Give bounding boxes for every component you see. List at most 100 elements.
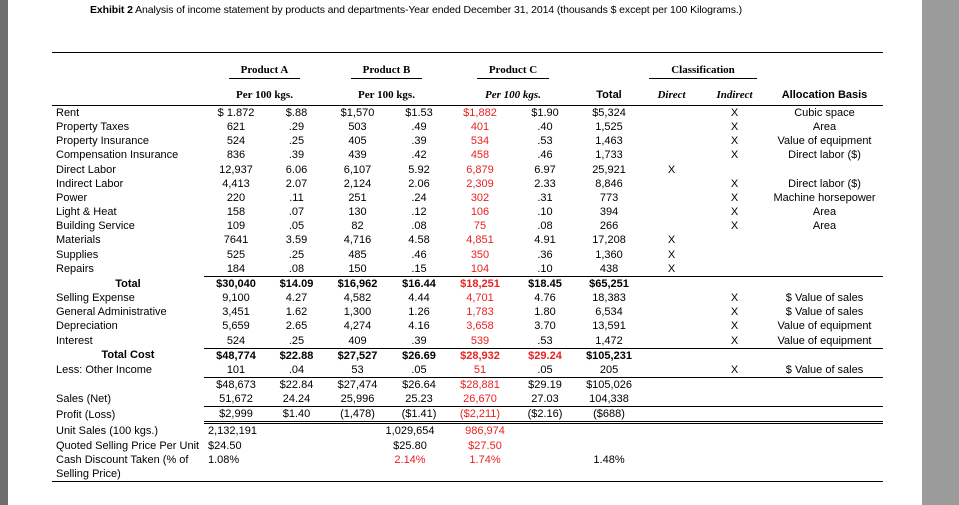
header-product-a: Product A [204, 53, 325, 81]
indirect-cell: X [730, 220, 739, 233]
product-a-label: Product A [228, 63, 301, 79]
indirect-cell [703, 347, 767, 363]
product-a-per-100: $22.84 [268, 376, 325, 393]
header-row-units: Per 100 kgs. Per 100 kgs. Per 100 kgs. T… [52, 80, 884, 106]
allocation-basis-cell: Area [812, 121, 837, 134]
allocation-basis-cell [766, 406, 884, 425]
product-b-per-100: 2.06 [408, 177, 430, 190]
product-b-per-100: .46 [411, 248, 427, 261]
total-value: 394 [599, 206, 619, 219]
indirect-cell [703, 453, 766, 467]
product-a-value: 109 [226, 220, 246, 233]
product-a-value: 4,413 [222, 177, 250, 190]
row-label: Building Service [56, 220, 135, 233]
total-value [578, 423, 640, 439]
row-label: Total Cost [101, 349, 155, 362]
allocation-basis-cell [766, 392, 883, 407]
product-a-per-100: .11 [289, 191, 304, 204]
direct-cell: X [667, 248, 676, 261]
product-c-per-100: 6.97 [534, 163, 556, 176]
allocation-basis-cell: $ Value of sales [785, 292, 864, 305]
product-b-per-100: .39 [411, 334, 427, 347]
per-100-kgs-c: Per 100 kgs. [448, 80, 579, 106]
total-value: 17,208 [592, 234, 626, 247]
total-value: 104,338 [589, 393, 629, 406]
product-c-per-100: $1.90 [531, 107, 559, 119]
per-100-kgs-a: Per 100 kgs. [204, 80, 325, 106]
product-a-value: 525 [226, 248, 246, 261]
product-a-per-100: 6.06 [285, 163, 308, 176]
table-row: Power 220 .11 251 .24 302 .31 773 X Machine horse… [52, 191, 883, 205]
allocation-basis-cell [766, 439, 883, 453]
indirect-cell [703, 406, 767, 425]
total-value: $65,251 [578, 275, 641, 292]
product-c-per-100: .46 [537, 149, 553, 162]
indirect-cell: X [730, 149, 739, 162]
product-b-per-100: .12 [411, 206, 427, 219]
indirect-cell: X [730, 107, 739, 119]
product-b-value: 1,300 [343, 306, 372, 319]
direct-cell [640, 106, 703, 121]
empty-cell [204, 467, 883, 482]
product-a-per-100: .25 [288, 334, 305, 347]
product-a-value: $48,673 [204, 376, 268, 393]
header-product-b: Product B [325, 53, 448, 81]
table-row: Total Cost $48,774 $22.88 $27,527 $26.69 $28,… [52, 347, 884, 363]
product-b-value: 53 [351, 363, 364, 376]
table-row: Compensation Insurance 836 .39 439 .42 458 .46… [52, 148, 883, 162]
per-100-kgs-b: Per 100 kgs. [325, 80, 448, 106]
direct-cell: X [667, 262, 676, 275]
product-a-per-100: 4.27 [285, 292, 308, 305]
total-value: 18,383 [592, 292, 626, 305]
table-row: Sales (Net) 51,672 24.24 25,996 25.23 26,670 2… [52, 392, 883, 407]
product-a-value: $ 1.872 [217, 107, 255, 119]
product-a-per-100: .05 [288, 220, 305, 233]
right-scroll-gutter [922, 0, 959, 505]
product-c-per-100: ($2.16) [512, 406, 579, 425]
indirect-cell: X [730, 363, 739, 376]
product-a-value: 2,132,191 [208, 425, 257, 438]
row-label: Materials [56, 234, 101, 247]
row-label: Repairs [56, 262, 94, 275]
indirect-cell [703, 248, 766, 262]
product-c-per-100: $29.24 [512, 347, 579, 363]
direct-cell [640, 334, 703, 349]
product-a-value: $2,999 [204, 406, 268, 425]
indirect-cell: X [730, 206, 739, 219]
allocation-basis-cell: Area [812, 206, 837, 219]
direct-cell [640, 305, 703, 319]
total-value: 1.48% [593, 453, 625, 466]
total-value: 205 [599, 363, 619, 376]
table-row: Direct Labor 12,937 6.06 6,107 5.92 6,879 6.97… [52, 163, 883, 177]
indirect-cell: X [730, 121, 739, 134]
direct-cell [640, 392, 703, 407]
header-blank [52, 53, 204, 81]
direct-cell [640, 363, 703, 378]
product-c-per-100: .05 [537, 363, 553, 376]
product-c-per-100: .10 [537, 262, 553, 275]
total-value: 438 [599, 262, 619, 275]
indirect-cell: X [730, 135, 739, 148]
product-a-per-100: 3.59 [285, 234, 308, 247]
indirect-cell: X [730, 320, 739, 333]
table-row: $48,673 $22.84 $27,474 $26.64 $28,881 $29.19 $… [52, 376, 884, 393]
product-c-value: 26,670 [463, 393, 497, 406]
product-c-value: 75 [473, 220, 487, 233]
allocation-basis-cell: $ Value of sales [785, 363, 864, 376]
product-b-per-100: .05 [411, 363, 427, 376]
direct-cell [640, 423, 703, 439]
row-label: Sales (Net) [56, 393, 112, 406]
direct-cell: X [667, 234, 676, 247]
product-b-per-100: 4.44 [408, 292, 430, 305]
indirect-cell [703, 423, 766, 439]
row-label: Direct Labor [56, 163, 116, 176]
product-b-value: $27,474 [325, 376, 390, 393]
total-value: 25,921 [592, 163, 626, 176]
table-row: Indirect Labor 4,413 2.07 2,124 2.06 2,309 2.3… [52, 177, 883, 191]
product-a-per-100: .07 [288, 206, 305, 219]
product-a-per-100: .04 [288, 363, 305, 376]
product-c-per-100: 3.70 [534, 320, 556, 333]
product-a-per-100: .08 [288, 262, 305, 275]
product-b-value: 6,107 [343, 163, 372, 176]
product-a-value: 9,100 [222, 292, 250, 305]
